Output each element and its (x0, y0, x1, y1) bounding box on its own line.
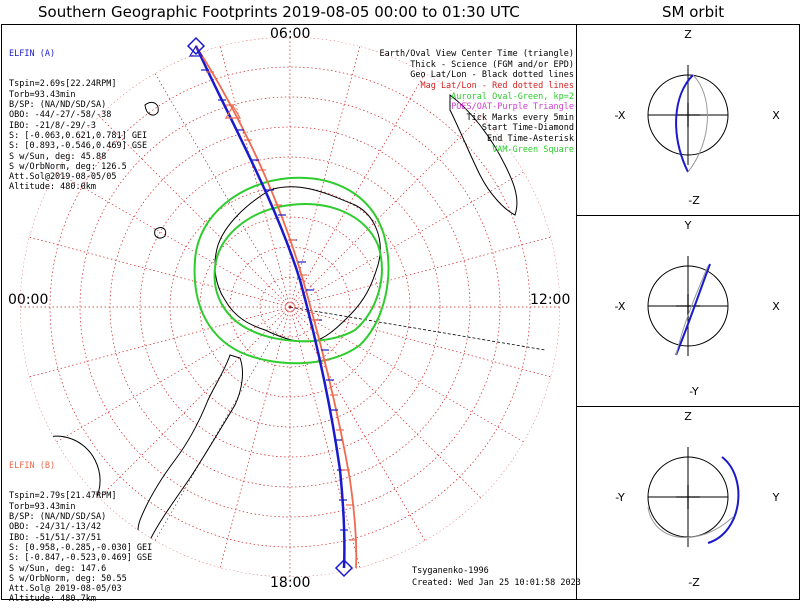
model-credit: Tsyganenko-1996 (412, 566, 489, 576)
elfin-b-info-line: Att.Sol@ 2019-08-05/03 (9, 584, 122, 595)
elfin-a-info-line: S w/Sun, deg: 45.88 (9, 151, 107, 162)
lon-spoke (20, 306, 291, 385)
created-credit: Created: Wed Jan 25 10:01:58 2023 (412, 578, 581, 588)
sm-panel-yz: Z -Z -Y Y (615, 410, 779, 589)
lon-spoke (212, 306, 291, 577)
island-coast (154, 227, 167, 239)
legend-line: Thick - Science (FGM and/or EPD) (410, 59, 574, 70)
hour-label-left: 00:00 (8, 292, 49, 308)
legend-line: Earth/Oval View Center Time (triangle) (379, 49, 574, 60)
lon-spoke (289, 306, 503, 520)
elfin-b-info-line: B/SP: (NA/ND/SD/SA) (9, 512, 107, 523)
hour-label-right: 12:00 (530, 292, 571, 308)
elfin-b-info: ELFIN (B) Tspin=2.79s[21.47RPM] Torb=93.4… (9, 440, 152, 615)
elfin-b-info-line: Tspin=2.79s[21.47RPM] (9, 491, 117, 502)
africa-coast (449, 93, 518, 216)
hour-label-bottom: 18:00 (270, 575, 311, 591)
sm-label-bottom: -Z (688, 576, 700, 589)
elfin-a-track (194, 45, 346, 569)
south-america-coast (137, 354, 243, 542)
legend-line: Mag Lat/Lon - Red dotted lines (420, 80, 574, 91)
elfin-a-info-line: Att.Sol@2019-08-05/05 (9, 172, 117, 183)
auroral-oval (193, 176, 390, 365)
footprint-map (20, 36, 560, 578)
auroral-oval-inner (213, 203, 383, 343)
sm-elfin-b-orbit (675, 265, 709, 356)
elfin-a-info-line: IBO: -21/8/-29/-3 (9, 120, 96, 131)
elfin-b-name: ELFIN (B) (9, 460, 56, 471)
island-coast (144, 101, 159, 116)
sm-label-top: Y (684, 219, 692, 232)
elfin-a-center-triangle (188, 44, 204, 57)
elfin-b-info-line: IBO: -51/51/-37/51 (9, 532, 102, 543)
elfin-b-info-line: S: [-0.847,-0.523,0.469] GSE (9, 553, 153, 564)
elfin-b-info-line: S w/Sun, deg: 147.6 (9, 563, 107, 574)
elfin-b-info-line: S: [0.958,-0.285,-0.030] GEI (9, 542, 153, 553)
lon-spoke (289, 306, 560, 385)
elfin-a-start-diamond (186, 36, 206, 56)
sm-label-top: Z (684, 410, 692, 423)
legend-line: Geo Lat/Lon - Black dotted lines (410, 70, 574, 81)
sm-label-right: Y (772, 491, 780, 504)
sm-label-bottom: -Z (688, 194, 700, 207)
chart-title: Southern Geographic Footprints 2019-08-0… (38, 3, 520, 21)
lon-spoke (212, 37, 291, 308)
lon-spoke (139, 306, 291, 567)
elfin-a-info: ELFIN (A) Tspin=2.69s[22.24RPM] Torb=93.4… (9, 28, 147, 203)
legend: Earth/Oval View Center Time (triangle) Th… (380, 28, 574, 166)
legend-line: Tick Marks every 5min (466, 112, 574, 123)
sm-label-right: X (772, 300, 780, 313)
elfin-a-info-line: S w/OrbNorm, deg: 126.5 (9, 161, 127, 172)
hour-label-top: 06:00 (270, 26, 311, 42)
elfin-a-end-diamond (334, 558, 354, 578)
legend-line: VAM-Green Square (492, 144, 574, 155)
sm-elfin-b-orbit (647, 506, 734, 538)
noon-meridian-line (289, 306, 546, 351)
sm-panel-xy: Y -Y -X X (615, 219, 781, 398)
earth-circle (647, 74, 729, 156)
elfin-b-info-line: Altitude: 480.7km (9, 594, 96, 605)
sm-panel-xz: Z -Z -X X (615, 28, 781, 207)
elfin-a-info-line: OBO: -44/-27/-58/-38 (9, 110, 112, 121)
elfin-b-info-line: OBO: -24/31/-13/42 (9, 522, 102, 533)
auroral-oval-outer (193, 176, 390, 365)
lon-spoke (289, 156, 550, 308)
legend-line: End Time-Asterisk (487, 133, 574, 144)
elfin-a-info-line: S: [-0.063,0.621,0.781] GEI (9, 130, 148, 141)
earth-circle (647, 265, 729, 347)
sm-orbit-panels: Z -Z -X X Y -Y -X X Z -Z -Y Y (615, 28, 781, 589)
sm-label-right: X (772, 109, 780, 122)
elfin-b-info-line: S w/OrbNorm, deg: 50.55 (9, 573, 127, 584)
lat-ring (139, 156, 441, 458)
sm-label-left: -X (615, 109, 626, 122)
sm-elfin-b-orbit (687, 74, 708, 173)
elfin-b-track (195, 45, 358, 569)
elfin-a-info-line: S: [0.893,-0.546,0.469] GSE (9, 141, 148, 152)
sm-label-left: -Y (615, 491, 625, 504)
sm-label-left: -X (615, 300, 626, 313)
sm-elfin-a-orbit (675, 74, 694, 173)
sm-elfin-a-orbit (707, 456, 740, 544)
lat-ring (199, 216, 381, 398)
sm-label-top: Z (684, 28, 692, 41)
elfin-b-center-triangle (224, 104, 242, 119)
sm-label-bottom: -Y (689, 385, 699, 398)
sm-orbit-title: SM orbit (662, 3, 725, 21)
elfin-a-info-line: Altitude: 480.0km (9, 182, 96, 193)
lat-ring (79, 96, 501, 518)
legend-line: Start Time-Diamond (481, 123, 574, 134)
lon-spoke (289, 37, 368, 308)
legend-line: POES/OAT-Purple Triangle (451, 102, 574, 113)
elfin-b-info-line: Torb=93.43min (9, 501, 76, 512)
elfin-a-name: ELFIN (A) (9, 48, 56, 59)
elfin-a-info-line: Torb=93.43min (9, 89, 76, 100)
elfin-a-info-line: B/SP: (NA/ND/SD/SA) (9, 100, 107, 111)
lat-ring (259, 276, 321, 338)
legend-line: Auroral Oval-Green, kp=2 (451, 91, 574, 102)
elfin-a-info-line: Tspin=2.69s[22.24RPM] (9, 79, 117, 90)
sm-elfin-a-orbit (675, 263, 711, 356)
